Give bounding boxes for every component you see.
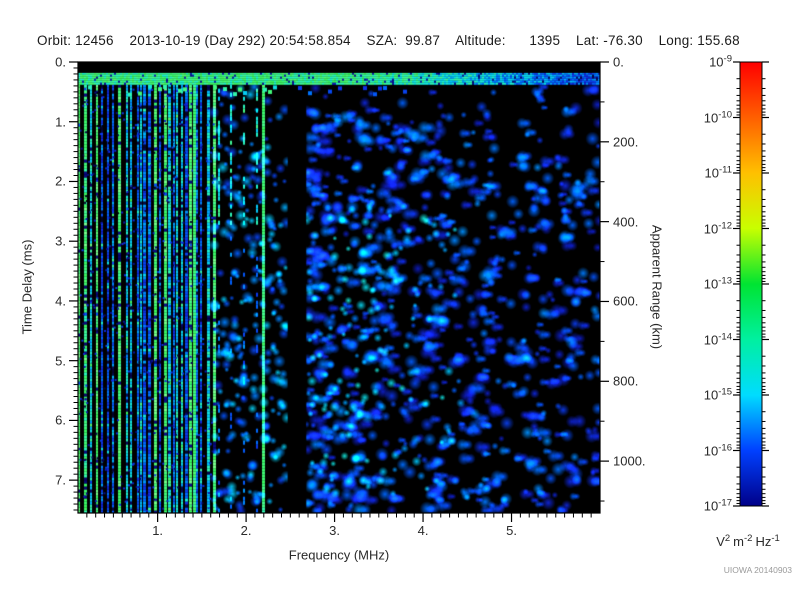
colorbar-units: V2 m-2 Hz-1 bbox=[716, 533, 780, 549]
x-axis-title: Frequency (MHz) bbox=[288, 547, 390, 563]
x-tick-label: 5. bbox=[506, 523, 517, 538]
colorbar-tick-label: 10-10 bbox=[703, 109, 732, 125]
x-tick-label: 4. bbox=[417, 523, 429, 538]
y-left-tick-label: 2. bbox=[55, 173, 66, 189]
x-tick-label: 1. bbox=[152, 523, 164, 538]
y-left-tick-label: 3. bbox=[55, 233, 66, 249]
y-left-tick-label: 6. bbox=[55, 412, 66, 428]
y-right-tick-label: 0. bbox=[613, 54, 624, 70]
y-right-tick-label: 200. bbox=[613, 134, 639, 150]
colorbar-tick-label: 10-15 bbox=[703, 386, 732, 403]
colorbar-tick-label: 10-11 bbox=[704, 164, 733, 181]
colorbar-tick-label: 10-9 bbox=[709, 53, 732, 70]
y-left-tick-label: 5. bbox=[55, 353, 66, 369]
y-right-tick-label: 400. bbox=[613, 214, 639, 230]
y-axis-right-title: Apparent Range (km) bbox=[649, 224, 665, 350]
x-tick-label: 3. bbox=[329, 523, 340, 538]
ionogram-spectrogram bbox=[78, 62, 600, 513]
colorbar bbox=[739, 61, 763, 507]
y-right-tick-label: 600. bbox=[613, 293, 639, 309]
x-tick-label: 2. bbox=[240, 523, 252, 538]
y-right-tick-label: 1000. bbox=[613, 453, 646, 469]
y-right-tick-label: 800. bbox=[613, 373, 639, 389]
y-left-tick-label: 7. bbox=[55, 472, 66, 488]
y-left-tick-label: 4. bbox=[55, 293, 66, 309]
colorbar-tick-label: 10-12 bbox=[703, 220, 732, 236]
header-title: Orbit: 12456 2013-10-19 (Day 292) 20:54:… bbox=[37, 33, 740, 48]
colorbar-tick-label: 10-13 bbox=[703, 275, 732, 292]
colorbar-tick-label: 10-16 bbox=[703, 442, 732, 458]
y-left-tick-label: 0. bbox=[55, 54, 66, 70]
colorbar-tick-label: 10-14 bbox=[703, 331, 732, 347]
y-axis-left-title: Time Delay (ms) bbox=[19, 239, 35, 335]
colorbar-tick-label: 10-17 bbox=[703, 497, 732, 514]
watermark: UIOWA 20140903 bbox=[723, 565, 792, 575]
y-left-tick-label: 1. bbox=[55, 114, 66, 130]
